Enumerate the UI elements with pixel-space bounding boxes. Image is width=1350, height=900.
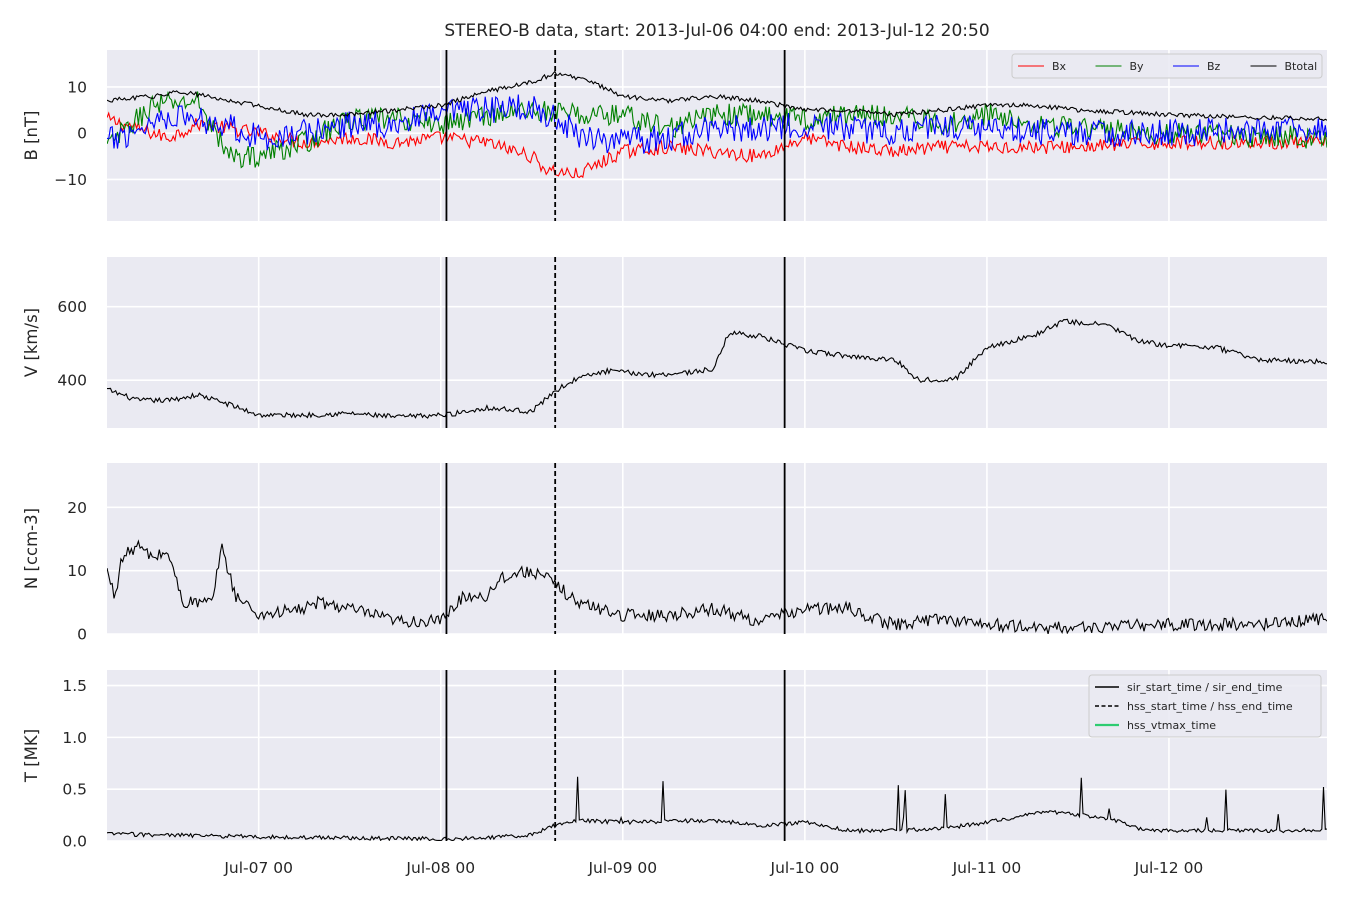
xtick-label-2: Jul-09 00 <box>587 859 657 877</box>
series-V-V <box>107 318 1327 419</box>
ylabel-T: T [MK] <box>22 729 41 783</box>
panel-B: 10 0 −10 B [nT] Bx By Bz Btotal <box>22 50 1327 221</box>
legend-label-T-2: hss_vtmax_time <box>1127 719 1216 732</box>
legend-label-By: By <box>1130 60 1145 73</box>
ylabel-B: B [nT] <box>22 111 41 161</box>
chart-title: STEREO-B data, start: 2013-Jul-06 04:00 … <box>444 21 989 41</box>
ytick-label-B-2: −10 <box>54 171 87 189</box>
ytick-label-B-0: 10 <box>67 78 87 96</box>
legend-B: Bx By Bz Btotal <box>1011 53 1323 79</box>
panel-V: 600 400 V [km/s] <box>22 257 1327 428</box>
legend-label-T-0: sir_start_time / sir_end_time <box>1127 681 1283 694</box>
series-T-T <box>107 776 1327 841</box>
legend-label-Bz: Bz <box>1207 60 1221 73</box>
legend-box-T <box>1088 674 1322 738</box>
xtick-label-0: Jul-07 00 <box>223 859 293 877</box>
panel-N: 20 10 0 N [ccm-3] <box>22 463 1327 644</box>
xtick-label-3: Jul-10 00 <box>770 859 840 877</box>
ytick-label-T-0: 1.5 <box>62 677 87 695</box>
ytick-label-T-2: 0.5 <box>62 781 87 799</box>
ytick-label-T-1: 1.0 <box>62 729 87 747</box>
ytick-label-T-3: 0.0 <box>62 833 87 851</box>
series-B-Bz <box>107 94 1327 154</box>
xtick-label-4: Jul-11 00 <box>952 859 1022 877</box>
ytick-label-N-2: 0 <box>77 626 87 644</box>
xtick-label-1: Jul-08 00 <box>405 859 475 877</box>
ytick-label-N-0: 20 <box>67 499 87 517</box>
plot-area-V <box>107 257 1327 428</box>
ylabel-V: V [km/s] <box>22 308 41 377</box>
ytick-label-N-1: 10 <box>67 562 87 580</box>
series-B-Btotal <box>107 70 1327 122</box>
legend-label-T-1: hss_start_time / hss_end_time <box>1127 700 1293 713</box>
legend-T: sir_start_time / sir_end_time hss_start_t… <box>1088 674 1322 738</box>
panel-T: 1.5 1.0 0.5 0.0 T [MK] Jul-07 00 Jul-08 00 Jul-… <box>22 670 1327 877</box>
xtick-label-5: Jul-12 00 <box>1134 859 1204 877</box>
legend-label-Bx: Bx <box>1052 60 1067 73</box>
legend-label-Btotal: Btotal <box>1285 60 1318 73</box>
series-B-Bx <box>107 111 1327 179</box>
panels: 10 0 −10 B [nT] Bx By Bz Btotal 600 400 V [km/s] 20… <box>22 50 1327 877</box>
legend-box-B <box>1011 53 1323 79</box>
ytick-label-B-1: 0 <box>77 125 87 143</box>
ytick-label-V-0: 600 <box>57 298 87 316</box>
series-N-N <box>107 539 1327 634</box>
ytick-label-V-1: 400 <box>57 372 87 390</box>
ylabel-N: N [ccm-3] <box>22 508 41 589</box>
